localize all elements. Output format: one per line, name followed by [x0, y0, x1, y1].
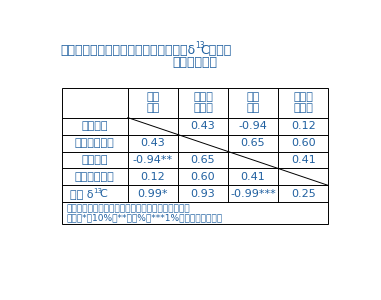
Text: （浚渫区間）: （浚渫区間） [173, 56, 218, 69]
Text: 平均: 平均 [247, 92, 260, 102]
Text: 表１　物理的環境因子とユスリカ類のδ: 表１ 物理的環境因子とユスリカ類のδ [60, 44, 195, 57]
Text: -0.94: -0.94 [239, 121, 267, 131]
Text: 0.99*: 0.99* [138, 189, 168, 199]
Text: 0.25: 0.25 [291, 189, 315, 199]
Text: -0.99***: -0.99*** [230, 189, 276, 199]
Text: 平均 δ: 平均 δ [70, 189, 93, 199]
Text: C: C [99, 189, 107, 199]
Text: 準偏差: 準偏差 [193, 103, 213, 113]
Text: 流速標: 流速標 [193, 92, 213, 102]
Text: 平均流速: 平均流速 [82, 121, 108, 131]
Text: 0.41: 0.41 [241, 172, 266, 182]
Text: 水深標: 水深標 [293, 92, 313, 102]
Text: 注１：それぞれの値は各横断面の平均及び標準偏差: 注１：それぞれの値は各横断面の平均及び標準偏差 [66, 205, 190, 214]
Text: 0.65: 0.65 [190, 155, 215, 165]
Text: 水深: 水深 [247, 103, 260, 113]
Text: 平均: 平均 [146, 92, 160, 102]
Text: 13: 13 [195, 40, 205, 50]
Text: 0.65: 0.65 [241, 138, 265, 148]
Text: 平均水深: 平均水深 [82, 155, 108, 165]
Text: 13: 13 [93, 188, 102, 194]
Text: 0.43: 0.43 [141, 138, 165, 148]
Text: 準偏差: 準偏差 [293, 103, 313, 113]
Text: 水深標準偏差: 水深標準偏差 [75, 172, 115, 182]
Text: 流速標準偏差: 流速標準偏差 [75, 138, 115, 148]
Text: 0.60: 0.60 [291, 138, 315, 148]
Bar [62, 88, 328, 224]
Text: 0.12: 0.12 [141, 172, 165, 182]
Text: 0.93: 0.93 [190, 189, 215, 199]
Text: 0.43: 0.43 [190, 121, 215, 131]
Text: Cの相関: Cの相関 [201, 44, 232, 57]
Text: 0.41: 0.41 [291, 155, 315, 165]
Text: 流速: 流速 [146, 103, 160, 113]
Text: -0.94**: -0.94** [133, 155, 173, 165]
Text: 0.60: 0.60 [190, 172, 215, 182]
Text: ２：*は10%，**は５%，***1%の有意水準を示す: ２：*は10%，**は５%，***1%の有意水準を示す [66, 213, 223, 222]
Text: 0.12: 0.12 [291, 121, 315, 131]
